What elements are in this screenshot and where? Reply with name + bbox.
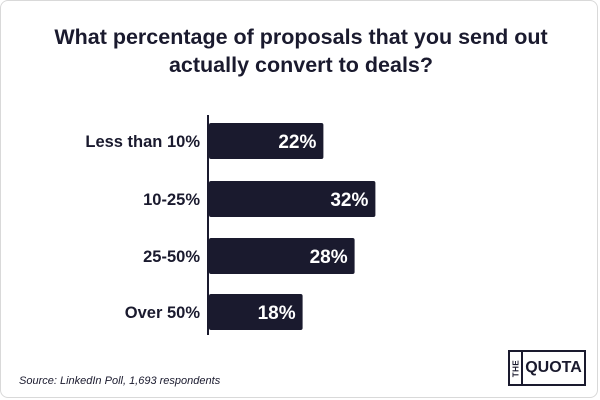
category-label-0: Less than 10% <box>85 133 200 151</box>
bar-1 <box>209 181 376 217</box>
bar-3 <box>209 294 303 330</box>
the-quota-logo: THE QUOTA <box>508 350 586 386</box>
value-label-1: 32% <box>330 190 368 211</box>
source-note: Source: LinkedIn Poll, 1,693 respondents <box>19 375 221 387</box>
logo-quota-text: QUOTA <box>525 359 582 376</box>
bar-2 <box>209 238 355 274</box>
logo-the-text: THE <box>511 359 520 377</box>
category-label-1: 10-25% <box>143 191 200 209</box>
chart-title: What percentage of proposals that you se… <box>54 25 548 77</box>
category-label-2: 25-50% <box>143 248 200 266</box>
bar-0 <box>209 123 324 159</box>
category-label-3: Over 50% <box>125 304 201 322</box>
value-label-3: 18% <box>258 303 296 324</box>
value-label-0: 22% <box>278 132 316 153</box>
value-label-2: 28% <box>310 247 348 268</box>
